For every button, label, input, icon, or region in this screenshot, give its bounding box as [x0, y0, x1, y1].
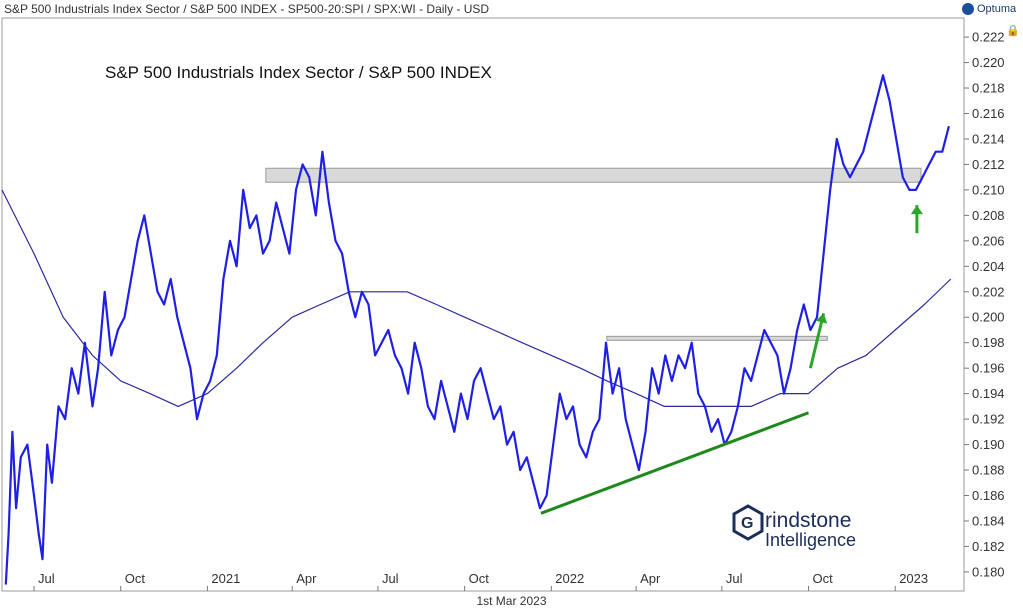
arrow-icon-2 [910, 205, 923, 234]
y-tick-label: 0.188 [972, 463, 1005, 478]
y-tick-label: 0.216 [972, 106, 1005, 121]
x-tick-label: Apr [296, 571, 317, 586]
y-tick-label: 0.190 [972, 437, 1005, 452]
x-tick-label: 2021 [211, 571, 240, 586]
y-tick-label: 0.218 [972, 81, 1005, 96]
watermark-initial: G [741, 515, 753, 532]
y-tick-label: 0.184 [972, 513, 1005, 528]
optuma-logo-icon [962, 3, 974, 15]
y-tick-label: 0.204 [972, 259, 1005, 274]
brand-label: Optuma [977, 3, 1017, 15]
y-tick-label: 0.194 [972, 386, 1005, 401]
hexagon-logo-icon [732, 504, 764, 541]
lock-icon[interactable]: 🔒 [1006, 25, 1020, 37]
ratio-price-line [4, 74, 950, 585]
chart-title: S&P 500 Industrials Index Sector / S&P 5… [105, 63, 492, 82]
grindstone-watermark: G rindstone Intelligence [732, 504, 856, 550]
optuma-brand: Optuma [962, 3, 1016, 15]
chart-header: S&P 500 Industrials Index Sector / S&P 5… [4, 2, 490, 16]
x-tick-label: Jul [38, 571, 55, 586]
x-axis: Jul Oct 2021 Apr Jul Oct 2022 Apr Jul Oct 2023 [33, 571, 928, 591]
footer-date: 1st Mar 2023 [476, 594, 547, 608]
support-trendline [540, 411, 810, 515]
y-tick-label: 0.214 [972, 131, 1005, 146]
y-tick-label: 0.196 [972, 361, 1005, 376]
y-tick-label: 0.180 [972, 564, 1005, 579]
y-axis: 0.180 0.182 0.184 0.186 0.188 0.190 0.192 0.194… [964, 30, 1005, 579]
x-tick-label: Oct [813, 571, 834, 586]
y-tick-label: 0.200 [972, 310, 1005, 325]
x-tick-label: 2022 [555, 571, 584, 586]
x-tick-label: Oct [469, 571, 490, 586]
y-tick-label: 0.210 [972, 182, 1005, 197]
x-tick-label: Jul [382, 571, 399, 586]
y-tick-label: 0.208 [972, 208, 1005, 223]
y-tick-label: 0.186 [972, 488, 1005, 503]
watermark-line1: rindstone [765, 509, 851, 532]
y-tick-label: 0.220 [972, 55, 1005, 70]
resistance-band-lower [606, 335, 828, 341]
x-tick-label: Oct [125, 571, 146, 586]
x-tick-label: 2023 [899, 571, 928, 586]
y-tick-label: 0.222 [972, 30, 1005, 45]
y-tick-label: 0.202 [972, 284, 1005, 299]
y-tick-label: 0.212 [972, 157, 1005, 172]
watermark-line2: Intelligence [765, 530, 856, 550]
x-tick-label: Apr [640, 571, 661, 586]
x-tick-label: Jul [726, 571, 743, 586]
y-tick-label: 0.206 [972, 233, 1005, 248]
y-tick-label: 0.182 [972, 539, 1005, 554]
plot-frame [1, 17, 965, 592]
y-tick-label: 0.198 [972, 335, 1005, 350]
moving-average-line [1, 189, 952, 407]
resistance-band-upper [265, 167, 922, 183]
y-tick-label: 0.192 [972, 412, 1005, 427]
arrow-icon-1 [808, 313, 828, 369]
